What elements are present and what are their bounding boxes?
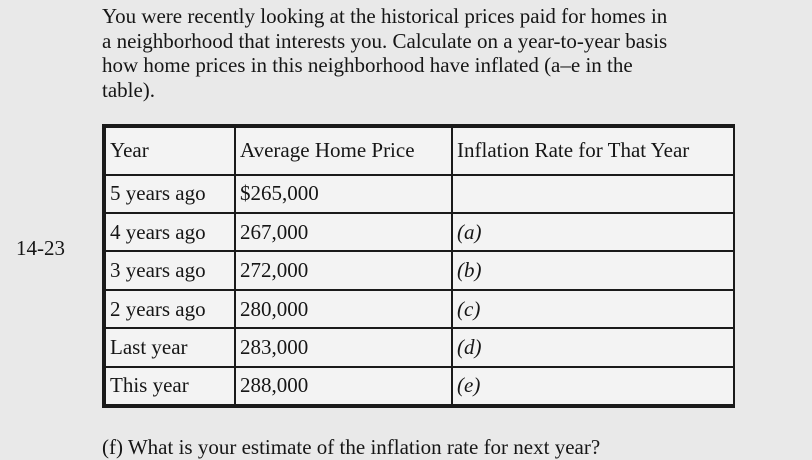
cell-year: 3 years ago xyxy=(104,250,236,291)
cell-price: 272,000 xyxy=(234,250,453,291)
cell-year: 5 years ago xyxy=(104,173,236,215)
cell-rate: (b) xyxy=(451,250,735,291)
intro-line: a neighborhood that interests you. Calcu… xyxy=(102,28,668,53)
cell-rate xyxy=(451,173,735,215)
cell-year: Last year xyxy=(104,327,236,368)
intro-line: You were recently looking at the histori… xyxy=(102,4,668,28)
cell-rate: (d) xyxy=(451,327,735,368)
cell-price: 280,000 xyxy=(234,288,453,330)
home-price-table: Year Average Home Price Inflation Rate f… xyxy=(102,124,735,408)
price-table: Year Average Home Price Inflation Rate f… xyxy=(104,126,735,407)
table-row: This year 288,000 (e) xyxy=(104,365,735,407)
header-average-home-price: Average Home Price xyxy=(234,126,453,176)
cell-rate: (c) xyxy=(451,288,735,330)
cell-price: 267,000 xyxy=(234,212,453,253)
cell-price: 288,000 xyxy=(234,365,453,407)
cell-year: 2 years ago xyxy=(104,288,236,330)
table-row: 5 years ago $265,000 xyxy=(104,173,735,215)
cell-rate: (a) xyxy=(451,212,735,253)
cell-year: 4 years ago xyxy=(104,212,236,253)
table-row: 4 years ago 267,000 (a) xyxy=(104,212,735,253)
table-row: 2 years ago 280,000 (c) xyxy=(104,288,735,330)
problem-intro: You were recently looking at the histori… xyxy=(102,4,792,102)
intro-line: table). xyxy=(102,77,156,102)
problem-number: 14-23 xyxy=(16,236,65,260)
question-f: (f) What is your estimate of the inflati… xyxy=(102,435,601,459)
cell-price: $265,000 xyxy=(234,173,453,215)
table-row: Last year 283,000 (d) xyxy=(104,327,735,368)
table-header-row: Year Average Home Price Inflation Rate f… xyxy=(104,126,735,176)
table-row: 3 years ago 272,000 (b) xyxy=(104,250,735,291)
cell-year: This year xyxy=(104,365,236,407)
cell-price: 283,000 xyxy=(234,327,453,368)
header-inflation-rate: Inflation Rate for That Year xyxy=(451,126,735,176)
header-year: Year xyxy=(104,126,236,176)
intro-line: how home prices in this neighborhood hav… xyxy=(102,53,633,77)
cell-rate: (e) xyxy=(451,365,735,407)
